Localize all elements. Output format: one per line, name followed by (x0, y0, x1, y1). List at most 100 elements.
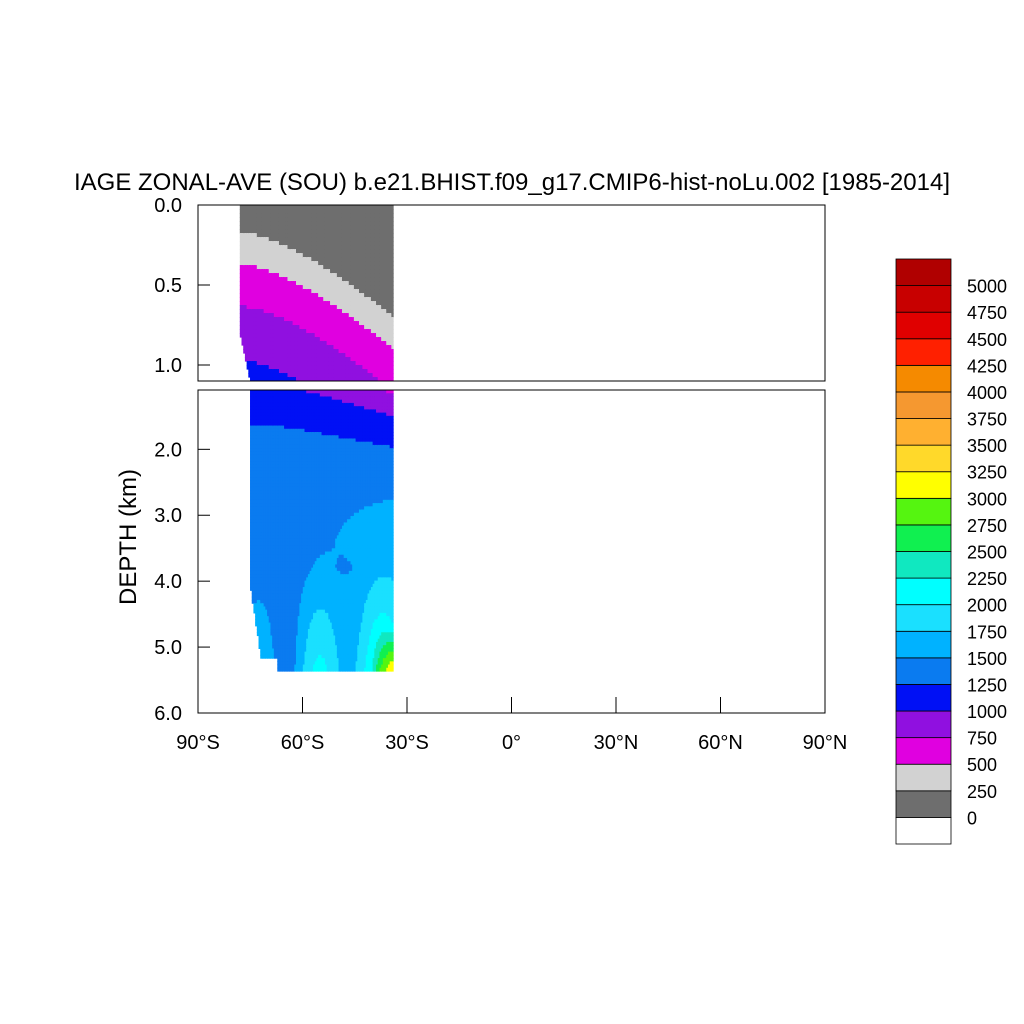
contour-cell (377, 305, 381, 310)
contour-cell (250, 448, 253, 452)
contour-cell (386, 265, 389, 270)
contour-cell (309, 261, 312, 266)
contour-cell (255, 301, 258, 306)
contour-cell (301, 349, 304, 354)
contour-cell (253, 249, 256, 254)
contour-cell (272, 515, 275, 520)
contour-cell (347, 349, 350, 354)
contour-cell (374, 241, 377, 246)
contour-cell (364, 209, 367, 214)
contour-cell (340, 273, 343, 278)
contour-cell (345, 229, 348, 234)
contour-cell (379, 309, 382, 314)
contour-cell (296, 309, 299, 314)
contour-cell (290, 297, 294, 302)
contour-cell (376, 261, 379, 266)
contour-cell (241, 341, 244, 346)
contour-cell (270, 345, 273, 350)
contour-cell (282, 361, 285, 366)
contour-cell (280, 241, 283, 246)
contour-cell (304, 377, 307, 381)
contour-cell (369, 329, 372, 334)
contour-cell (387, 297, 391, 302)
contour-cell (331, 369, 335, 374)
contour-cell (273, 241, 277, 246)
contour-cell (374, 369, 377, 374)
contour-cell (251, 593, 255, 598)
contour-cell (261, 221, 265, 226)
contour-cell (290, 233, 294, 238)
contour-cell (369, 265, 372, 270)
contour-cell (321, 281, 324, 286)
contour-cell (336, 361, 340, 366)
contour-cell (367, 225, 370, 230)
contour-cell (250, 422, 253, 427)
contour-cell (369, 269, 372, 274)
contour-cell (343, 333, 346, 338)
contour-cell (273, 265, 277, 270)
contour-cell (321, 369, 324, 374)
contour-cell (260, 361, 263, 366)
contour-cell (251, 305, 255, 310)
contour-cell (328, 285, 331, 290)
contour-cell (292, 221, 295, 226)
contour-cell (275, 329, 278, 334)
contour-cell (250, 577, 253, 582)
contour-cell (345, 249, 348, 254)
contour-cell (360, 225, 364, 230)
contour-cell (255, 265, 258, 270)
contour-cell (391, 337, 394, 342)
contour-cell (302, 377, 306, 381)
contour-cell (311, 249, 314, 254)
contour-cell (256, 593, 260, 598)
contour-cell (260, 357, 263, 362)
contour-cell (377, 329, 381, 334)
contour-cell (367, 357, 370, 362)
contour-cell (382, 345, 386, 350)
contour-cell (294, 257, 297, 262)
contour-cell (345, 257, 348, 262)
contour-cell (260, 293, 263, 298)
contour-cell (268, 515, 272, 520)
contour-cell (239, 305, 243, 310)
contour-cell (376, 345, 379, 350)
contour-cell (324, 365, 328, 370)
contour-cell (280, 225, 283, 230)
contour-cell (304, 333, 307, 338)
contour-cell (387, 365, 391, 370)
contour-cell (253, 337, 256, 342)
contour-cell (336, 369, 340, 374)
contour-cell (365, 221, 369, 226)
contour-cell (284, 337, 287, 342)
contour-cell (268, 641, 272, 646)
contour-cell (355, 373, 358, 378)
contour-cell (343, 269, 346, 274)
contour-cell (251, 535, 255, 540)
contour-cell (319, 241, 323, 246)
contour-cell (370, 269, 374, 274)
contour-cell (331, 337, 335, 342)
contour-cell (319, 365, 323, 370)
contour-cell (253, 522, 256, 527)
contour-cell (309, 237, 312, 242)
contour-cell (348, 341, 352, 346)
contour-cell (374, 333, 377, 338)
contour-cell (256, 217, 260, 222)
contour-cell (313, 237, 316, 242)
contour-cell (319, 293, 323, 298)
contour-cell (381, 281, 384, 286)
contour-cell (326, 341, 329, 346)
contour-cell (377, 261, 381, 266)
contour-cell (319, 357, 323, 362)
contour-cell (255, 622, 258, 627)
contour-cell (338, 293, 341, 298)
contour-cell (272, 415, 275, 420)
contour-cell (374, 265, 377, 270)
contour-cell (343, 245, 346, 250)
contour-cell (267, 616, 270, 620)
contour-cell (357, 273, 360, 278)
contour-cell (338, 285, 341, 290)
contour-cell (261, 493, 265, 498)
contour-cell (250, 249, 253, 254)
contour-cell (345, 337, 348, 342)
